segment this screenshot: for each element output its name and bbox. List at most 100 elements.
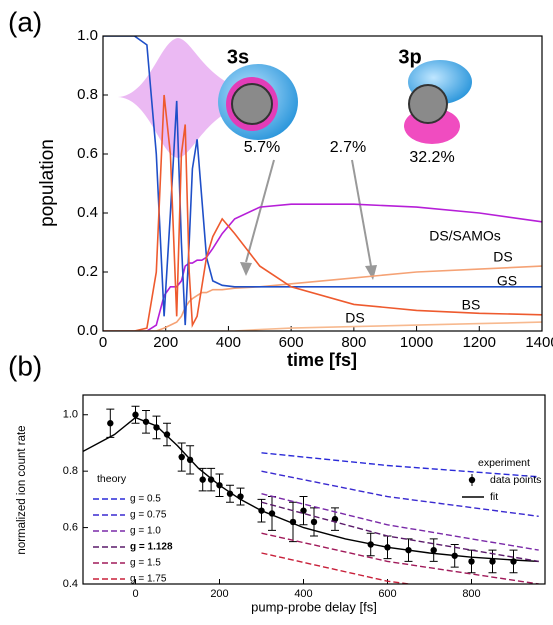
series-label: DS/SAMOs bbox=[429, 228, 501, 244]
y-tick-label: 0.6 bbox=[63, 521, 78, 533]
plot-frame bbox=[102, 35, 543, 332]
error-cap bbox=[236, 487, 245, 506]
data-point bbox=[310, 518, 318, 526]
legend-label: g = 1.128 bbox=[130, 542, 173, 553]
series-line bbox=[103, 265, 542, 331]
orbital-3p bbox=[404, 60, 472, 144]
legend-title: theory bbox=[97, 473, 127, 485]
data-point bbox=[489, 558, 496, 565]
series-line bbox=[261, 470, 539, 517]
series-line bbox=[103, 321, 542, 331]
plot-area bbox=[103, 36, 542, 331]
y-tick-label: 1.0 bbox=[63, 409, 78, 421]
annotation: 3s bbox=[227, 46, 249, 68]
series-label: GS bbox=[497, 273, 517, 289]
data-point bbox=[107, 420, 114, 427]
data-point bbox=[300, 507, 307, 514]
x-tick-label: 0 bbox=[99, 334, 107, 351]
y-tick-label: 0.6 bbox=[77, 145, 98, 162]
x-tick-label: 800 bbox=[341, 334, 366, 351]
x-tick-label: 0 bbox=[132, 588, 138, 600]
data-point bbox=[430, 546, 437, 554]
series-line bbox=[103, 36, 542, 326]
error-cap bbox=[331, 507, 339, 531]
data-point bbox=[199, 476, 206, 483]
error-cap bbox=[366, 532, 375, 557]
error-cap bbox=[226, 484, 234, 503]
error-cap bbox=[198, 467, 207, 492]
error-cap bbox=[142, 410, 150, 434]
data-point bbox=[132, 411, 139, 418]
data-point bbox=[178, 453, 185, 461]
pulse-envelope bbox=[118, 38, 282, 158]
error-cap bbox=[163, 422, 171, 447]
legend-label: g = 0.5 bbox=[130, 494, 161, 505]
panel-label: (b) bbox=[8, 350, 42, 381]
series-line bbox=[261, 452, 539, 478]
error-cap bbox=[215, 473, 224, 498]
x-tick-label: 800 bbox=[462, 588, 480, 600]
panel-label: (a) bbox=[8, 6, 42, 37]
series-label: BS bbox=[462, 297, 481, 313]
x-axis-label: pump-probe delay [fs] bbox=[251, 599, 377, 614]
y-tick-label: 0.4 bbox=[63, 578, 78, 590]
error-cap bbox=[131, 405, 140, 424]
series-label: DS bbox=[493, 249, 512, 265]
y-tick-label: 1.0 bbox=[77, 27, 98, 44]
series-line bbox=[261, 532, 539, 584]
x-tick-label: 1200 bbox=[463, 334, 496, 351]
x-tick-label: 200 bbox=[210, 588, 228, 600]
y-tick-label: 0.8 bbox=[77, 86, 98, 103]
x-axis-label: time [fs] bbox=[287, 350, 357, 370]
x-tick-label: 600 bbox=[378, 588, 396, 600]
series-line bbox=[103, 94, 542, 331]
x-tick-label: 400 bbox=[294, 588, 312, 600]
legend-label: fit bbox=[490, 491, 498, 503]
x-tick-label: 600 bbox=[279, 334, 304, 351]
y-tick-label: 0.0 bbox=[77, 322, 98, 339]
error-cap bbox=[299, 496, 308, 526]
error-cap bbox=[257, 498, 266, 523]
legend-label: g = 0.75 bbox=[130, 510, 167, 521]
error-cap bbox=[429, 538, 438, 562]
arrows bbox=[240, 159, 377, 280]
annotation: 5.7% bbox=[244, 139, 280, 156]
error-cap bbox=[509, 549, 518, 574]
legend-label: g = 1.75 bbox=[130, 574, 167, 585]
series-line bbox=[261, 501, 539, 563]
series-line bbox=[103, 203, 542, 331]
y-tick-label: 0.2 bbox=[77, 263, 98, 280]
data-point bbox=[163, 431, 171, 438]
series-line bbox=[261, 493, 539, 551]
y-tick-label: 0.8 bbox=[63, 465, 78, 477]
orbital-3s bbox=[218, 64, 298, 140]
legend-label: g = 1.0 bbox=[130, 526, 161, 537]
error-cap bbox=[450, 544, 459, 568]
plot-area bbox=[83, 405, 539, 584]
annotation: 2.7% bbox=[330, 139, 366, 156]
x-tick-label: 200 bbox=[153, 334, 178, 351]
series-line bbox=[261, 552, 415, 584]
series-line bbox=[83, 416, 539, 563]
legend-label: g = 1.5 bbox=[130, 558, 161, 569]
y-axis-label: population bbox=[37, 139, 58, 227]
error-cap bbox=[207, 467, 216, 492]
x-tick-label: 400 bbox=[216, 334, 241, 351]
annotation: 32.2% bbox=[409, 149, 454, 166]
error-cap bbox=[186, 445, 195, 475]
error-cap bbox=[177, 442, 186, 472]
legend-title: experiment bbox=[478, 457, 530, 469]
y-axis-label: normalized ion count rate bbox=[16, 425, 28, 554]
data-point bbox=[331, 515, 339, 523]
annotation: 3p bbox=[398, 46, 421, 68]
legend-label: data points bbox=[490, 474, 541, 486]
data-point bbox=[468, 558, 475, 565]
x-tick-label: 1000 bbox=[400, 334, 433, 351]
legend-marker bbox=[468, 476, 476, 484]
error-cap bbox=[488, 549, 497, 574]
data-point bbox=[226, 490, 234, 497]
plot-frame bbox=[82, 394, 546, 585]
y-tick-label: 0.4 bbox=[77, 204, 98, 221]
